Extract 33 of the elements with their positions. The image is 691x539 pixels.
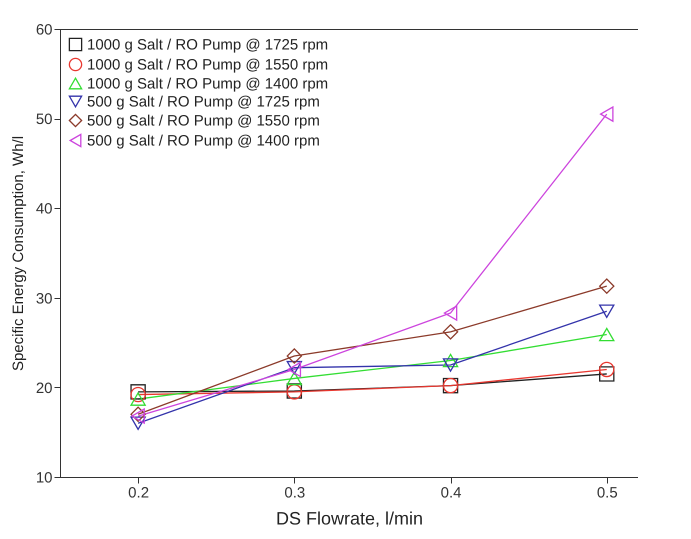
x-tick-label: 0.4	[440, 484, 462, 502]
point	[599, 362, 614, 378]
point	[599, 328, 614, 342]
x-axis-title: DS Flowrate, l/min	[276, 508, 424, 528]
legend-label: 1000 g Salt / RO Pump @ 1725 rpm	[87, 36, 328, 54]
y-tick-label: 60	[36, 22, 52, 38]
y-tick-label: 10	[36, 470, 52, 486]
legend-label: 1000 g Salt / RO Pump @ 1550 rpm	[87, 56, 328, 74]
legend-label: 500 g Salt / RO Pump @ 1550 rpm	[87, 112, 320, 130]
y-tick-label: 30	[36, 290, 52, 308]
point	[286, 348, 302, 364]
point	[600, 106, 614, 122]
point	[599, 278, 614, 294]
point	[286, 372, 302, 386]
point	[599, 304, 614, 318]
point	[442, 324, 458, 340]
x-tick-label: 0.3	[284, 484, 306, 502]
legend-label: 1000 g Salt / RO Pump @ 1400 rpm	[87, 76, 328, 92]
y-tick-label: 20	[36, 380, 52, 397]
point	[130, 392, 146, 406]
y-tick-label: 40	[36, 200, 52, 218]
legend-label: 500 g Salt / RO Pump @ 1725 rpm	[87, 94, 320, 110]
point	[442, 354, 458, 368]
y-axis-title: Specific Energy Consumption, Wh/l	[10, 136, 27, 372]
point	[599, 366, 614, 382]
point	[442, 358, 458, 372]
x-tick-label: 0.2	[128, 484, 150, 502]
point	[130, 416, 146, 430]
x-tick-label: 0.5	[596, 484, 618, 502]
point	[286, 360, 302, 374]
legend-label: 500 g Salt / RO Pump @ 1400 rpm	[87, 132, 320, 150]
y-tick-label: 50	[36, 111, 52, 128]
point	[444, 305, 458, 321]
